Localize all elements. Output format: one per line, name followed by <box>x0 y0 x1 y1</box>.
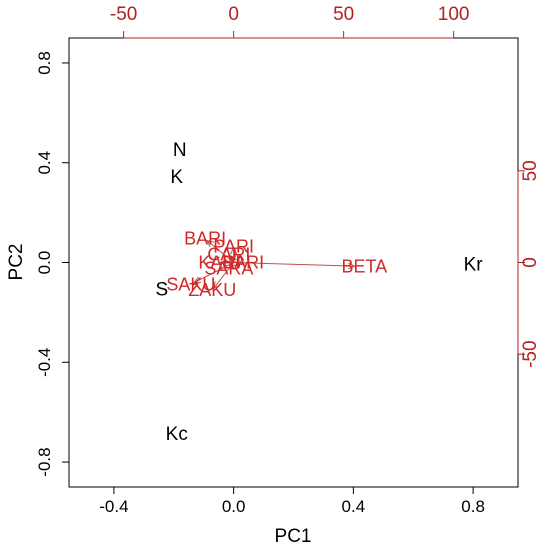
arrow-shaft <box>228 254 235 263</box>
secondary-x-axis: -50 0 50 100 <box>110 4 470 39</box>
x-tick-label: 0.4 <box>342 497 366 516</box>
arrow-head <box>348 262 356 270</box>
secondary-y-tick-label: 50 <box>520 160 541 181</box>
observation-label: Kr <box>464 254 484 275</box>
variable-label: BETA <box>341 256 387 276</box>
arrow-shaft <box>193 262 234 284</box>
x-axis: -0.4 0.0 0.4 0.8 <box>99 486 485 516</box>
y-axis-title: PC2 <box>6 244 27 281</box>
arrow-head <box>235 259 244 266</box>
observation-label: S <box>155 279 168 300</box>
secondary-y-tick-label: -50 <box>520 340 541 367</box>
variable-label: ZAKU <box>188 280 236 300</box>
variable-label: SAKU <box>166 274 215 294</box>
y-axis: -0.8 -0.4 0.0 0.4 0.8 <box>35 51 70 477</box>
variable-arrow <box>233 259 244 266</box>
variable-arrow <box>230 246 238 263</box>
y-tick-label: 0.0 <box>35 251 54 275</box>
variable-arrow <box>228 254 236 263</box>
arrow-shaft <box>213 262 235 289</box>
y-tick-label: -0.8 <box>35 447 54 476</box>
secondary-x-tick-label: -50 <box>110 4 137 25</box>
arrow-shaft <box>233 262 355 267</box>
secondary-x-tick-label: 100 <box>438 4 470 25</box>
secondary-x-tick-label: 0 <box>228 4 239 25</box>
observation-labels: NK S Kr Kc <box>155 140 483 445</box>
arrow-head <box>228 254 236 263</box>
arrow-head <box>219 259 227 266</box>
variable-arrow <box>219 259 234 266</box>
variable-label: BARI <box>184 229 226 249</box>
y-tick-label: 0.4 <box>35 151 54 175</box>
variable-arrow <box>233 262 356 270</box>
variable-label: KARI <box>198 253 240 273</box>
secondary-y-axis: -50 0 50 <box>517 160 541 368</box>
variable-arrow <box>213 262 235 290</box>
variable-arrow <box>193 262 234 284</box>
secondary-y-tick-label: 0 <box>520 257 541 268</box>
secondary-x-tick-label: 50 <box>333 4 354 25</box>
arrow-head <box>206 239 215 248</box>
variable-label: CARI <box>207 245 250 265</box>
plot-frame <box>68 37 519 488</box>
variable-arrows <box>193 239 356 290</box>
arrow-head <box>213 281 221 290</box>
y-tick-label: 0.8 <box>35 51 54 75</box>
arrow-head <box>193 276 202 284</box>
variable-label: PARI <box>213 237 254 257</box>
variable-label: SARI <box>222 253 264 273</box>
observation-label: N <box>173 140 187 161</box>
x-axis-title: PC1 <box>275 526 312 547</box>
variable-label: SARA <box>204 258 253 278</box>
x-tick-label: 0.8 <box>461 497 485 516</box>
observation-label: K <box>170 167 183 188</box>
x-tick-label: -0.4 <box>99 497 128 516</box>
arrow-head <box>230 246 238 255</box>
x-tick-label: 0.0 <box>222 497 246 516</box>
observation-label: Kc <box>166 424 188 445</box>
y-tick-label: -0.4 <box>35 348 54 377</box>
